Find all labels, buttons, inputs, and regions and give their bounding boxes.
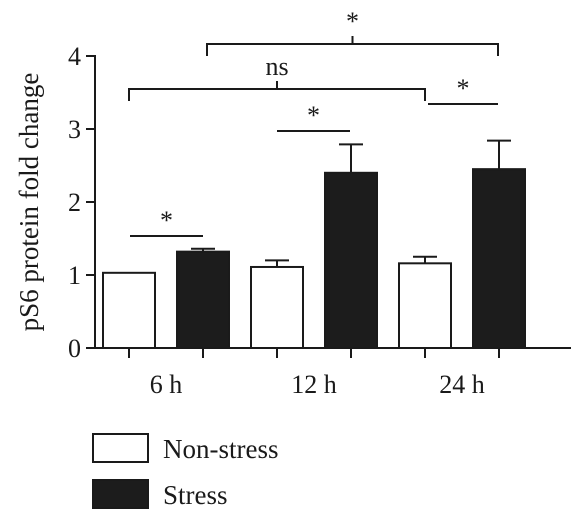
significance-label: *	[346, 7, 359, 36]
legend-swatch	[92, 433, 149, 463]
significance-label: *	[457, 74, 470, 103]
significance-bracket	[206, 43, 499, 56]
bar	[176, 250, 230, 349]
y-tick-label: 4	[68, 42, 81, 71]
x-tick-label: 6 h	[150, 370, 183, 399]
significance-bracket	[128, 88, 426, 101]
legend-label: Stress	[163, 480, 228, 510]
y-tick-label: 0	[68, 334, 81, 363]
x-tick-label: 12 h	[291, 370, 337, 399]
bar	[102, 271, 156, 349]
significance-label: *	[307, 101, 320, 130]
x-tick-label: 24 h	[439, 370, 485, 399]
axes: 0 1 2 3 4 6 h 12 h 24 h	[68, 42, 571, 399]
y-tick-label: 1	[68, 261, 81, 290]
significance-annotations: * * * ns *	[128, 7, 499, 237]
legend-label: Non-stress	[163, 434, 279, 464]
significance-label: ns	[265, 52, 288, 81]
bar	[250, 265, 304, 349]
y-tick-label: 2	[68, 188, 81, 217]
legend: Non-stress Stress	[92, 433, 279, 510]
y-axis-label: pS6 protein fold change	[14, 73, 44, 332]
bar	[472, 168, 526, 349]
bars	[102, 139, 526, 350]
bar	[324, 171, 378, 349]
legend-swatch	[92, 479, 149, 509]
bar	[398, 262, 452, 350]
significance-label: *	[160, 206, 173, 235]
y-tick-label: 3	[68, 115, 81, 144]
